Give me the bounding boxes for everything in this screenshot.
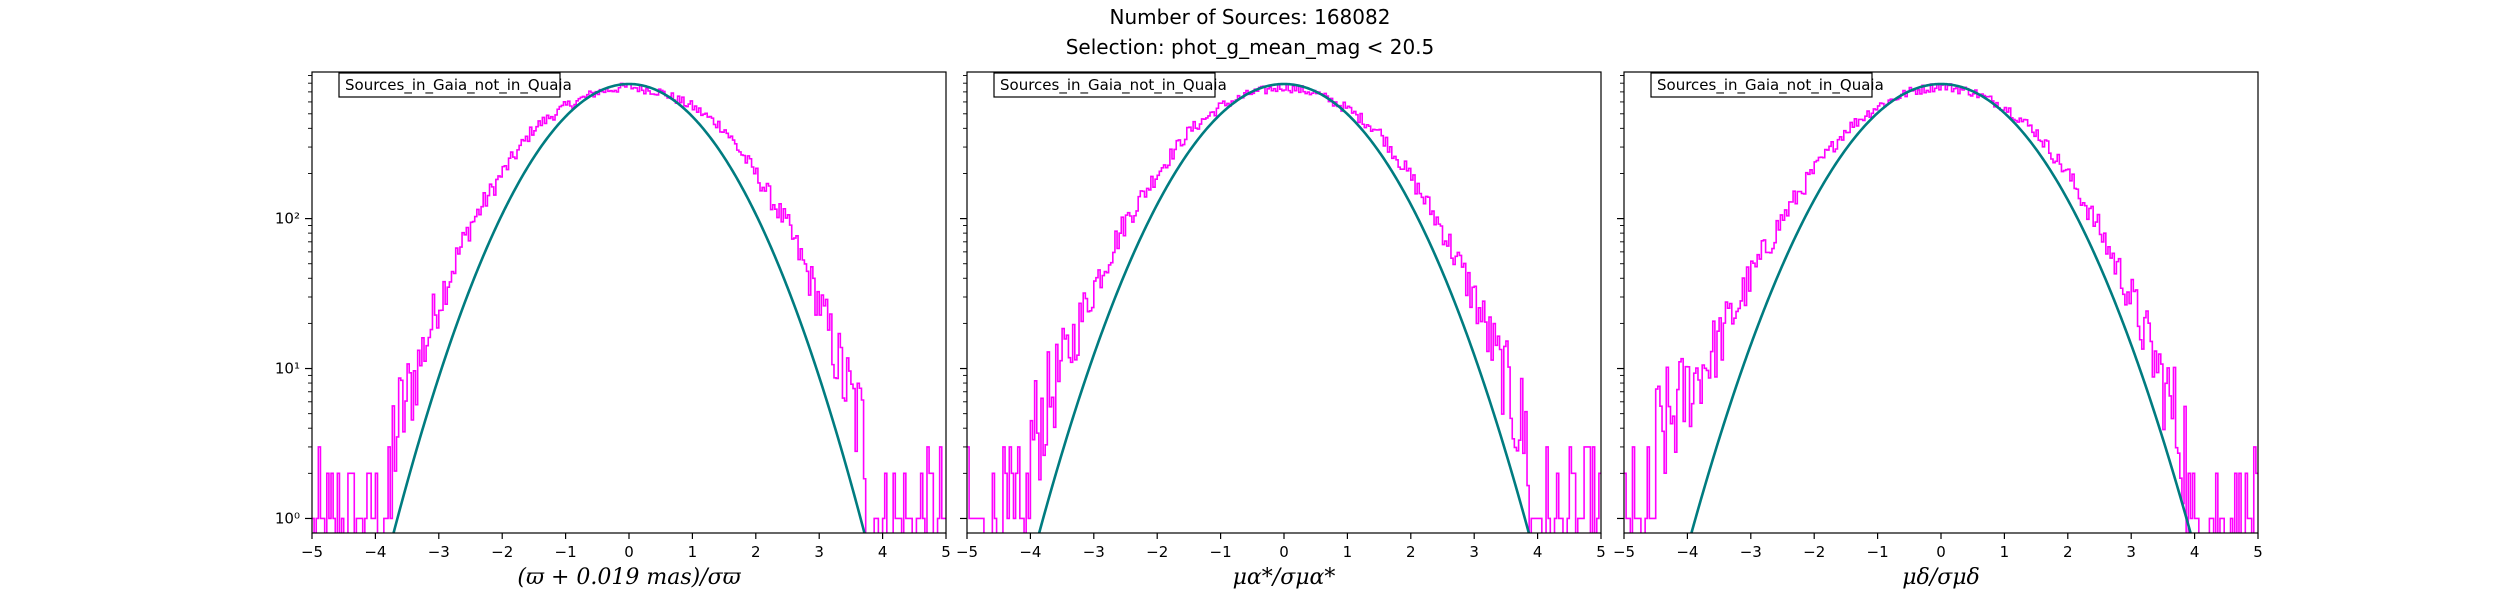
x-tick-label: −2 [1146, 543, 1168, 561]
x-tick-label: 3 [1469, 543, 1479, 561]
x-tick-label: 0 [1279, 543, 1289, 561]
x-tick-label: 1 [1343, 543, 1353, 561]
x-tick-label: −4 [1676, 543, 1698, 561]
x-tick-label: 5 [2253, 543, 2263, 561]
plot-area [1624, 82, 2258, 533]
x-axis-label: μδ/σμδ [1902, 565, 1980, 590]
x-tick-label: 5 [1596, 543, 1606, 561]
axes-frame [311, 71, 947, 534]
panel-1: −5 −4 −3 −2 −1 0 1 2 3 4 5 10⁰ 10¹ 10² Sources_in_Gaia… [275, 71, 951, 590]
x-tick-label: −2 [491, 543, 513, 561]
x-tick-label: −5 [956, 543, 978, 561]
panel-2: −5 −4 −3 −2 −1 0 1 2 3 4 5 Sources_in_Gaia_not_in_Q… [956, 71, 1606, 590]
axes-frame [1623, 71, 2259, 534]
legend-box [993, 72, 1216, 98]
legend-label: Sources_in_Gaia_not_in_Quaia [345, 76, 572, 95]
x-tick-label: −3 [1083, 543, 1105, 561]
x-tick-label: 3 [2126, 543, 2136, 561]
histogram-series [1624, 82, 2258, 533]
legend-label: Sources_in_Gaia_not_in_Quaia [1000, 76, 1227, 95]
x-tick-label: −1 [1210, 543, 1232, 561]
x-tick-label: 3 [814, 543, 824, 561]
legend: Sources_in_Gaia_not_in_Quaia [1650, 72, 1884, 98]
legend-box [338, 72, 561, 98]
legend: Sources_in_Gaia_not_in_Quaia [993, 72, 1227, 98]
x-tick-label: 4 [878, 543, 888, 561]
x-tick-label: −4 [1019, 543, 1041, 561]
x-tick-label: −4 [364, 543, 386, 561]
histogram-series [312, 82, 946, 533]
plot-area [967, 82, 1601, 533]
x-tick-label: 2 [1406, 543, 1416, 561]
plot-area [312, 82, 946, 533]
gaussian-fit-line [1690, 82, 2192, 533]
y-tick-label: 10⁰ [275, 509, 300, 527]
x-tick-label: 4 [2190, 543, 2200, 561]
x-tick-label: 1 [2000, 543, 2010, 561]
axes-frame [966, 71, 1602, 534]
gaussian-fit-line [392, 82, 866, 533]
x-tick-label: −1 [555, 543, 577, 561]
x-tick-label: −3 [428, 543, 450, 561]
x-tick-label: −5 [301, 543, 323, 561]
legend-label: Sources_in_Gaia_not_in_Quaia [1657, 76, 1884, 95]
legend-box [1650, 72, 1873, 98]
histogram-series [967, 83, 1601, 533]
x-tick-label: −5 [1613, 543, 1635, 561]
y-tick-label: 10² [275, 210, 300, 228]
x-tick-label: 5 [941, 543, 951, 561]
figure-title-line2: Selection: phot_g_mean_mag < 20.5 [1066, 35, 1435, 59]
x-tick-label: −2 [1803, 543, 1825, 561]
x-tick-label: 2 [2063, 543, 2073, 561]
x-tick-label: 0 [624, 543, 634, 561]
x-tick-label: 4 [1533, 543, 1543, 561]
x-tick-label: 2 [751, 543, 761, 561]
x-tick-label: −1 [1867, 543, 1889, 561]
x-axis-label: (ϖ + 0.019 mas)/σϖ [517, 565, 741, 590]
x-tick-label: −3 [1740, 543, 1762, 561]
x-tick-label: 0 [1936, 543, 1946, 561]
y-tick-label: 10¹ [275, 360, 300, 378]
panels: −5 −4 −3 −2 −1 0 1 2 3 4 5 10⁰ 10¹ 10² Sources_in_Gaia… [275, 71, 2263, 590]
figure-title-line1: Number of Sources: 168082 [1110, 5, 1391, 29]
panel-3: −5 −4 −3 −2 −1 0 1 2 3 4 5 Sources_in_Gaia_not_in_Q… [1613, 71, 2263, 590]
legend: Sources_in_Gaia_not_in_Quaia [338, 72, 572, 98]
x-tick-label: 1 [688, 543, 698, 561]
x-axis-label: μα*/σμα* [1233, 565, 1336, 590]
gaussian-fit-line [1037, 82, 1531, 533]
